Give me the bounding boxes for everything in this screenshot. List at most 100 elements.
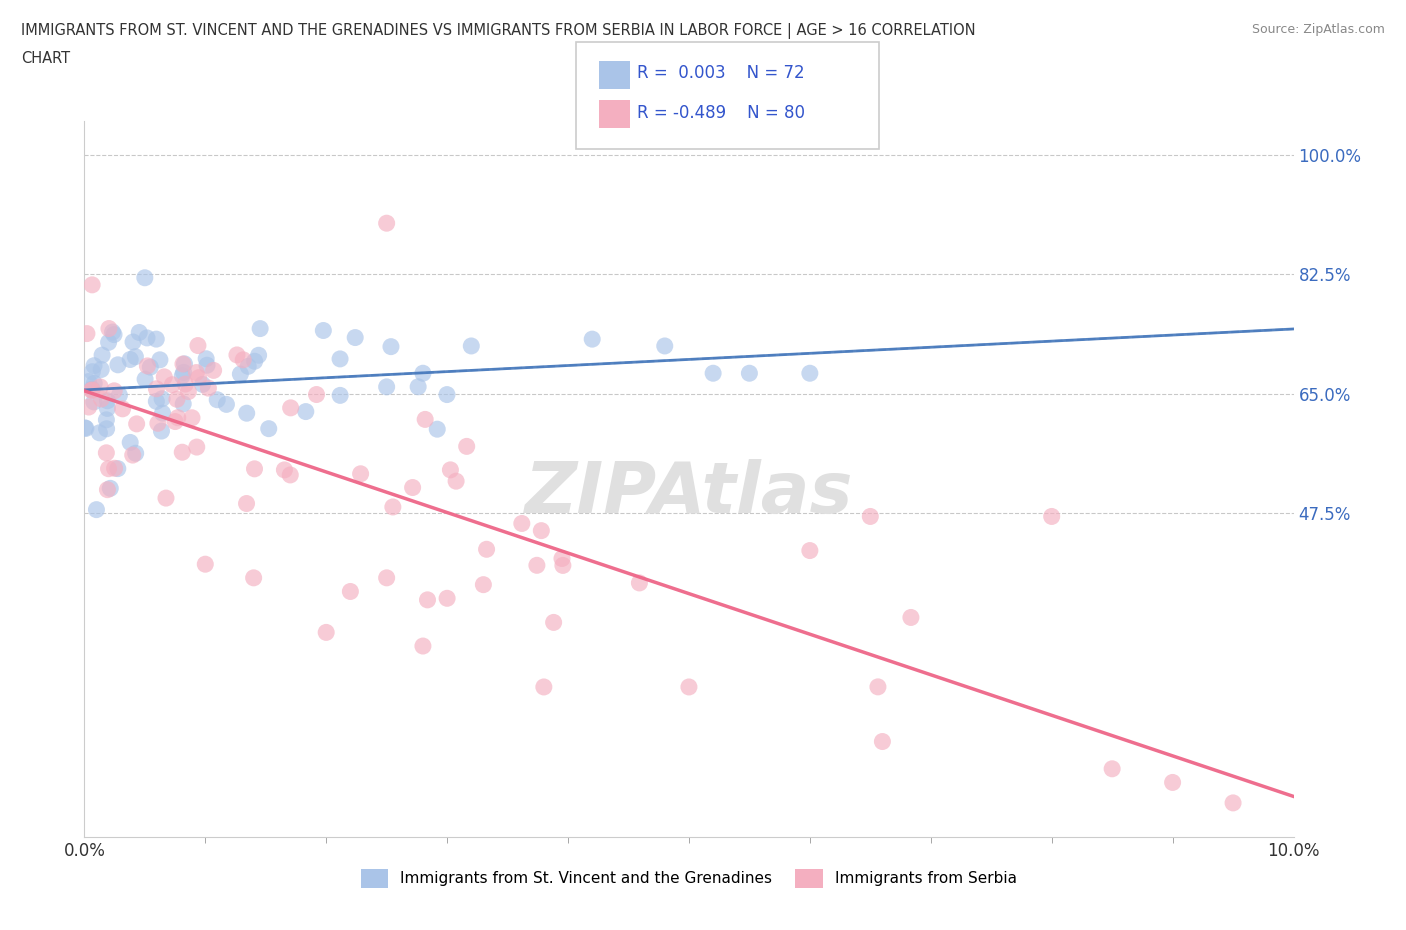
Point [96,421,118,436]
Point [381,499,404,514]
Point [232,352,254,367]
Point [96,393,118,408]
Point [83,358,105,373]
Text: R = -0.489    N = 80: R = -0.489 N = 80 [637,104,804,123]
Point [273,462,295,477]
Point [226,348,249,363]
Point [205,392,228,407]
Point [145,332,167,347]
Point [77,400,100,415]
Point [628,576,651,591]
Point [103,327,125,342]
Point [96,401,118,416]
Point [121,447,143,462]
Point [107,461,129,476]
Point [83,376,105,391]
Point [543,615,565,630]
Point [344,330,367,345]
Point [247,348,270,363]
Point [181,410,204,425]
Point [174,377,197,392]
Point [166,392,188,406]
Point [103,383,125,398]
Point [96,445,118,460]
Point [80,383,103,398]
Point [96,412,118,427]
Point [312,323,335,338]
Point [107,357,129,372]
Point [75,421,97,436]
Point [186,365,208,380]
Point [86,502,108,517]
Point [654,339,676,353]
Point [412,639,434,654]
Point [436,591,458,605]
Point [187,370,209,385]
Point [436,387,458,402]
Point [97,321,120,336]
Point [416,592,439,607]
Point [551,551,574,566]
Text: IMMIGRANTS FROM ST. VINCENT AND THE GRENADINES VS IMMIGRANTS FROM SERBIA IN LABO: IMMIGRANTS FROM ST. VINCENT AND THE GREN… [21,23,976,39]
Point [472,578,495,592]
Point [510,516,533,531]
Point [89,425,111,440]
Point [257,421,280,436]
Point [134,372,156,387]
Point [122,335,145,350]
Point [149,352,172,367]
Point [177,384,200,399]
Point [124,350,146,365]
Point [90,392,112,406]
Point [172,445,194,459]
Point [460,339,482,353]
Point [315,625,337,640]
Point [202,363,225,378]
Point [1222,795,1244,810]
Legend: Immigrants from St. Vincent and the Grenadines, Immigrants from Serbia: Immigrants from St. Vincent and the Gren… [354,863,1024,894]
Point [172,396,194,411]
Point [76,326,98,341]
Point [82,365,104,379]
Point [90,362,112,377]
Point [125,417,148,432]
Text: CHART: CHART [21,51,70,66]
Point [380,339,402,354]
Point [426,421,449,436]
Point [243,461,266,476]
Point [194,557,217,572]
Point [80,383,103,398]
Point [96,483,118,498]
Point [533,680,555,695]
Point [83,394,105,409]
Point [581,332,603,347]
Point [146,416,169,431]
Point [145,381,167,396]
Point [166,410,188,425]
Point [82,277,104,292]
Point [526,558,548,573]
Point [73,420,96,435]
Point [229,366,252,381]
Point [401,480,423,495]
Point [375,570,398,585]
Point [859,509,882,524]
Point [900,610,922,625]
Point [197,380,219,395]
Point [134,271,156,286]
Point [242,570,264,585]
Point [413,412,436,427]
Point [108,388,131,403]
Point [120,352,142,367]
Point [1101,762,1123,777]
Point [111,402,134,417]
Point [191,377,214,392]
Point [195,352,218,366]
Text: Source: ZipAtlas.com: Source: ZipAtlas.com [1251,23,1385,36]
Point [872,734,894,749]
Point [173,356,195,371]
Point [412,365,434,380]
Point [82,381,104,396]
Point [215,397,238,412]
Point [152,405,174,420]
